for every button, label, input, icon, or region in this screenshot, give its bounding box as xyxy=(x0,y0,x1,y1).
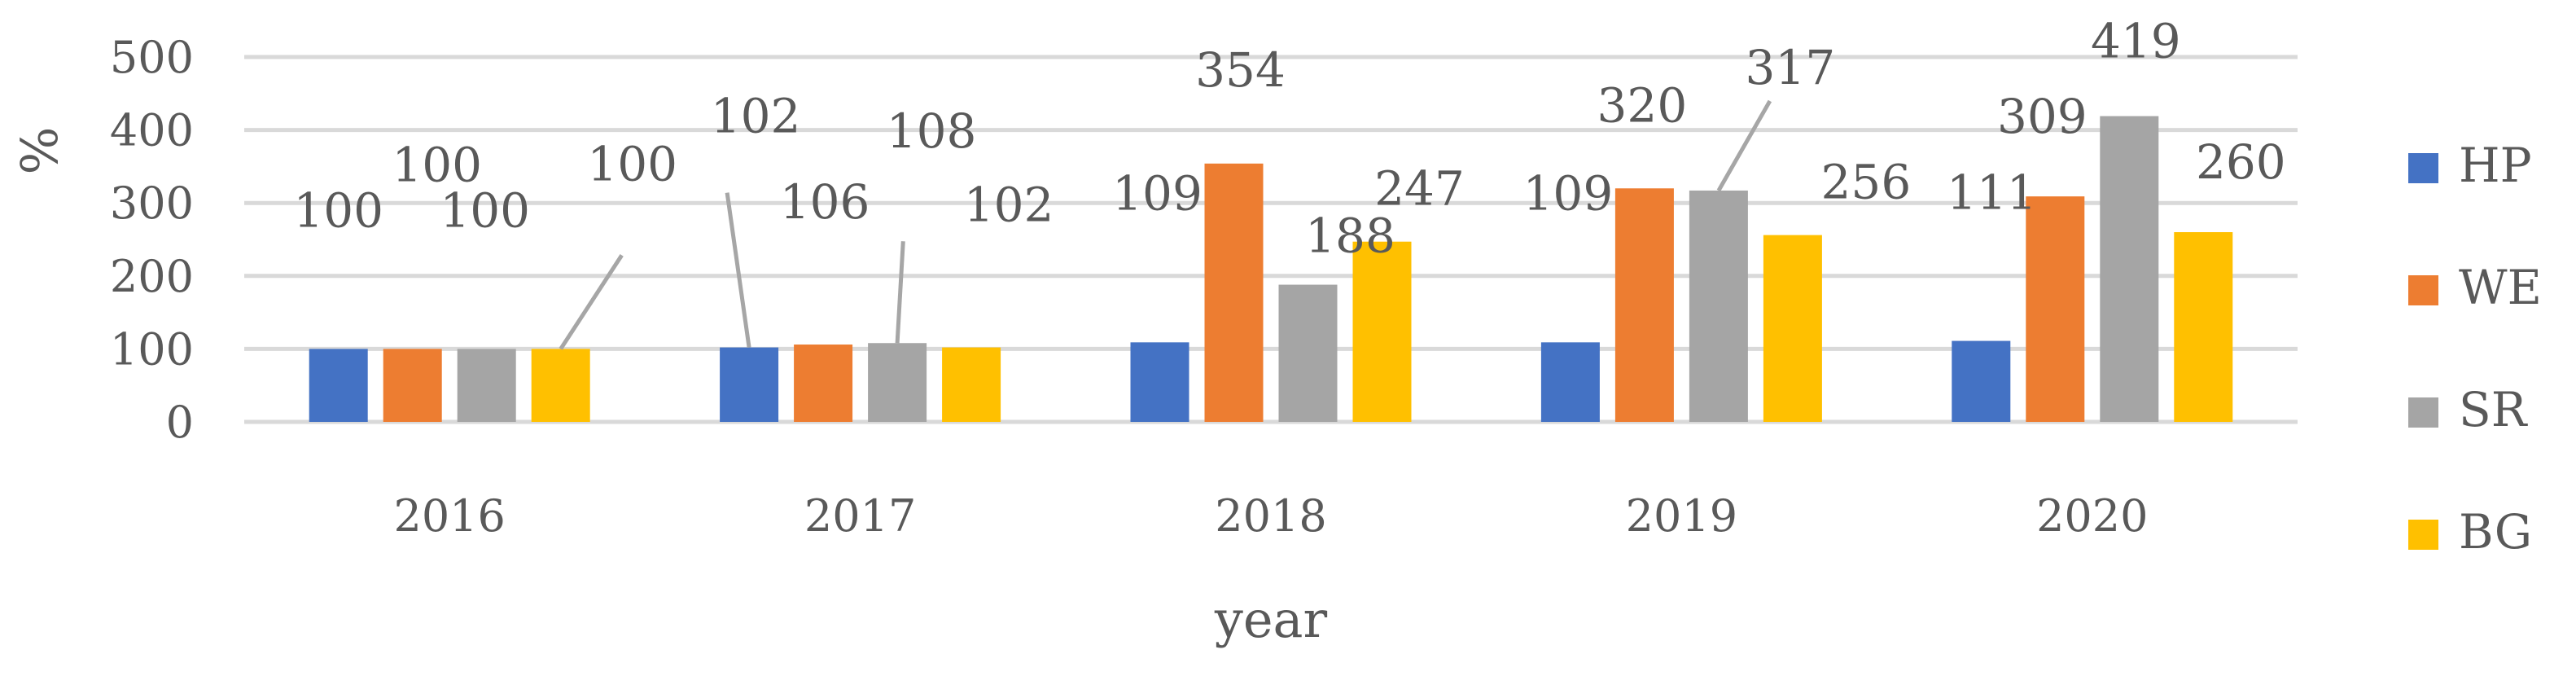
leader-line xyxy=(725,192,751,348)
y-tick-label: 200 xyxy=(110,251,194,302)
bar-sr-2016 xyxy=(457,349,516,422)
y-tick-label: 500 xyxy=(110,32,194,83)
legend-swatch-we xyxy=(2408,275,2438,305)
bar-hp-2017 xyxy=(720,347,779,422)
bar-bg-2019 xyxy=(1763,235,1822,422)
data-label-hp-2016: 100 xyxy=(293,182,383,238)
bar-bg-2020 xyxy=(2174,232,2233,422)
bar-sr-2018 xyxy=(1278,284,1338,422)
data-label-bg-2018: 247 xyxy=(1374,161,1465,217)
x-axis-title: year xyxy=(1214,590,1328,649)
leader-line xyxy=(895,241,905,344)
bar-hp-2020 xyxy=(1952,340,2011,422)
legend-swatch-hp xyxy=(2408,153,2438,183)
data-label-hp-2018: 109 xyxy=(1112,165,1203,221)
legend-item-we: WE xyxy=(2408,260,2542,315)
bars-group xyxy=(309,116,2233,423)
legend-label: HP xyxy=(2459,138,2532,193)
bar-sr-2020 xyxy=(2100,116,2159,423)
leader-line xyxy=(559,254,624,350)
bar-bg-2016 xyxy=(531,349,590,422)
legend-item-hp: HP xyxy=(2408,138,2532,193)
data-label-hp-2019: 109 xyxy=(1523,165,1614,221)
x-tick-label: 2018 xyxy=(1215,490,1326,542)
y-axis-title: % xyxy=(10,127,69,175)
data-label-sr-2017: 108 xyxy=(887,103,977,159)
bar-hp-2018 xyxy=(1130,342,1189,422)
data-label-we-2019: 320 xyxy=(1597,77,1688,133)
bar-we-2017 xyxy=(794,345,853,422)
bar-hp-2019 xyxy=(1540,342,1600,422)
data-label-sr-2020: 419 xyxy=(2091,14,2181,69)
x-tick-label: 2017 xyxy=(804,490,916,542)
x-axis-ticks: 2016 2017 2018 2019 2020 xyxy=(393,490,2148,542)
y-tick-label: 300 xyxy=(110,178,194,229)
data-label-sr-2019: 317 xyxy=(1746,40,1836,95)
legend-label: WE xyxy=(2459,260,2542,315)
data-label-hp-2020: 111 xyxy=(1947,165,2037,221)
legend-item-sr: SR xyxy=(2408,382,2529,437)
bar-we-2016 xyxy=(383,349,442,422)
x-tick-label: 2020 xyxy=(2036,490,2148,542)
data-label-bg-2016: 100 xyxy=(587,136,677,191)
bar-we-2018 xyxy=(1204,163,1264,423)
legend-swatch-bg xyxy=(2408,520,2438,550)
x-tick-label: 2016 xyxy=(393,490,505,542)
data-label-bg-2020: 260 xyxy=(2196,134,2286,190)
x-tick-label: 2019 xyxy=(1626,490,1737,542)
data-label-bg-2019: 256 xyxy=(1821,155,1912,210)
legend-swatch-sr xyxy=(2408,397,2438,428)
data-label-we-2020: 309 xyxy=(1997,89,2088,144)
y-axis-ticks: 0 100 200 300 400 500 xyxy=(110,32,194,448)
leader-line xyxy=(1716,99,1772,192)
data-label-hp-2017: 102 xyxy=(711,89,801,144)
data-label-we-2016: 100 xyxy=(392,137,482,192)
legend-label: SR xyxy=(2459,382,2529,437)
legend-label: BG xyxy=(2459,504,2532,560)
data-label-we-2018: 354 xyxy=(1195,42,1286,98)
bar-sr-2017 xyxy=(868,343,927,422)
y-tick-label: 0 xyxy=(166,397,194,448)
bar-hp-2016 xyxy=(309,349,368,422)
bar-we-2019 xyxy=(1614,188,1674,422)
bar-bg-2017 xyxy=(942,347,1001,422)
data-label-sr-2018: 188 xyxy=(1305,209,1395,264)
leader-lines xyxy=(559,99,1772,350)
bar-we-2020 xyxy=(2026,196,2085,423)
y-tick-label: 100 xyxy=(110,323,194,375)
data-label-bg-2017: 102 xyxy=(964,178,1054,233)
data-label-we-2017: 106 xyxy=(780,174,870,230)
legend: HP WE SR BG xyxy=(2408,138,2542,560)
y-tick-label: 400 xyxy=(110,105,194,156)
data-label-sr-2016: 100 xyxy=(440,182,530,238)
bar-bg-2018 xyxy=(1352,241,1412,422)
bar-sr-2019 xyxy=(1689,190,1748,422)
legend-item-bg: BG xyxy=(2408,504,2532,560)
